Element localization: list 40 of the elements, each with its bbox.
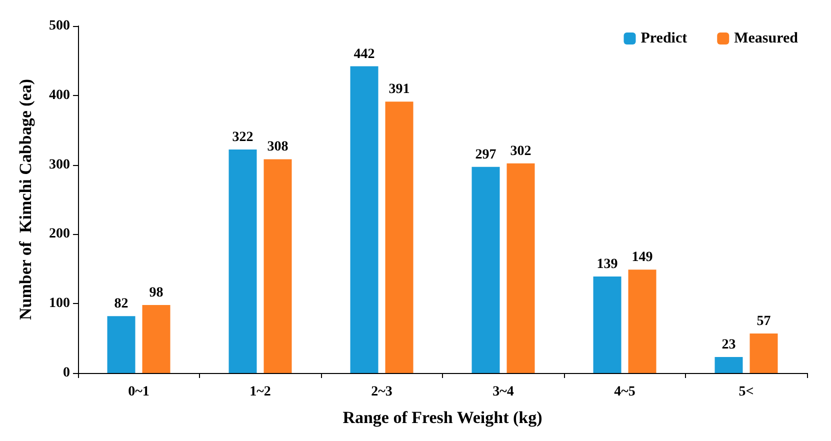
data-label: 322 (232, 130, 254, 146)
bar (228, 150, 257, 373)
data-label: 442 (354, 46, 375, 62)
y-tick-label: 100 (49, 296, 70, 312)
x-tick-label: 2~3 (371, 384, 392, 400)
legend-label: Measured (734, 30, 799, 46)
data-label: 308 (267, 140, 288, 155)
x-tick-label: 4~5 (614, 384, 636, 400)
bar (107, 316, 136, 373)
data-label: 149 (632, 250, 653, 266)
bar (350, 66, 378, 373)
y-tick-label: 0 (63, 366, 70, 380)
bar (593, 276, 622, 373)
data-label: 98 (149, 285, 164, 300)
data-label: 302 (510, 144, 532, 159)
y-tick-label: 500 (49, 18, 70, 34)
legend-label: Predict (640, 30, 688, 46)
data-label: 391 (388, 82, 410, 98)
data-label: 23 (722, 338, 736, 353)
bar (750, 333, 778, 373)
bar (264, 159, 292, 373)
x-tick-label: 5< (738, 384, 754, 400)
bar (714, 357, 743, 373)
bar (142, 304, 170, 373)
data-label: 82 (114, 296, 128, 312)
y-tick-label: 300 (49, 157, 70, 172)
x-tick-label: 0~1 (128, 384, 150, 400)
bar (506, 163, 535, 373)
data-label: 297 (475, 147, 496, 162)
y-tick-label: 400 (49, 88, 70, 103)
bar (472, 166, 500, 373)
data-label: 139 (596, 257, 618, 272)
bar (628, 270, 656, 373)
bar (385, 102, 414, 373)
y-tick-label: 200 (49, 226, 70, 242)
x-axis-title: Range of Fresh Weight (kg) (342, 408, 542, 427)
y-axis-title: Number of Kimchi Cabbage (ea) (16, 79, 35, 320)
data-label: 57 (756, 314, 771, 329)
x-tick-label: 3~4 (492, 384, 514, 400)
x-tick-label: 1~2 (250, 384, 271, 400)
